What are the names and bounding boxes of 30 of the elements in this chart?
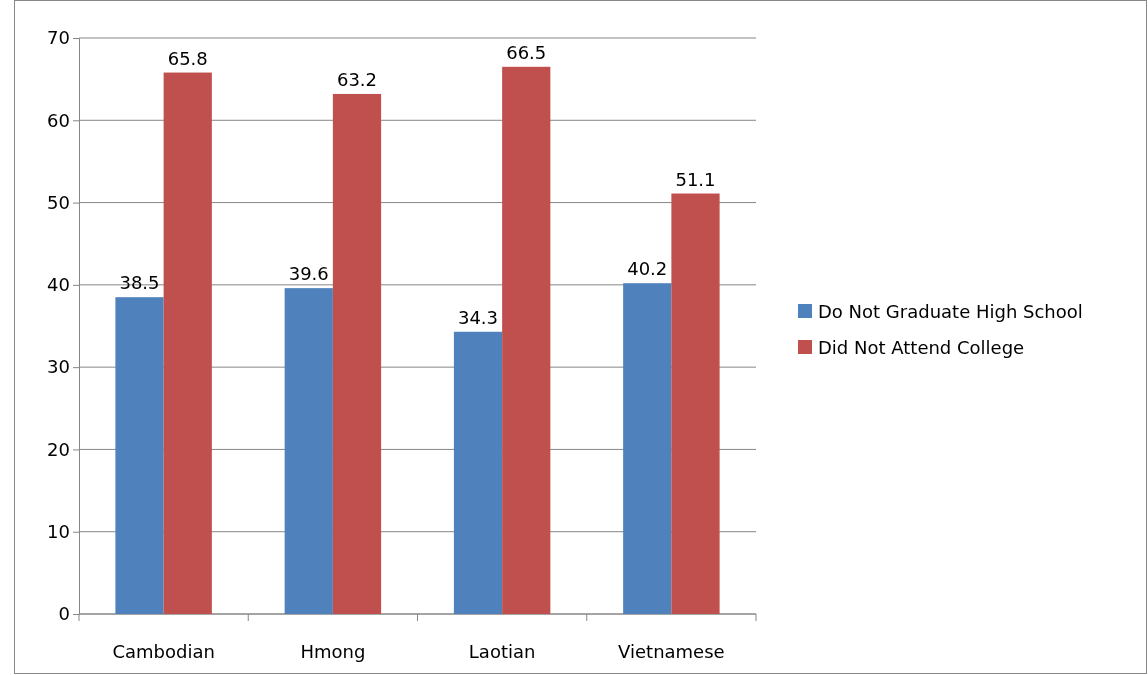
bar [163, 72, 212, 614]
data-label: 38.5 [119, 272, 160, 294]
data-label: 65.8 [167, 47, 208, 69]
bar [671, 193, 720, 614]
data-label: 34.3 [457, 306, 499, 328]
x-tick-label: Vietnamese [618, 641, 725, 662]
x-tick-label: Hmong [300, 641, 366, 662]
legend-label: Do Not Graduate High School [818, 301, 1083, 322]
legend-label: Did Not Attend College [818, 337, 1025, 358]
bar [115, 297, 164, 614]
bar [284, 288, 333, 614]
y-tick-label: 60 [47, 109, 70, 131]
bar [453, 331, 503, 614]
data-label: 51.1 [675, 168, 716, 190]
y-tick-label: 40 [47, 274, 70, 296]
data-label: 40.2 [627, 258, 668, 280]
y-tick-label: 30 [47, 356, 70, 378]
bar [332, 93, 382, 614]
x-tick-label: Laotian [468, 641, 536, 662]
y-tick-label: 0 [58, 603, 70, 625]
data-label: 39.6 [288, 263, 329, 285]
y-tick-label: 70 [47, 27, 70, 49]
data-label: 63.2 [336, 68, 378, 90]
y-tick-label: 20 [47, 438, 70, 460]
x-tick-label: Cambodian [112, 641, 215, 662]
y-tick-label: 10 [47, 520, 70, 542]
bar [623, 283, 672, 614]
bar [502, 66, 551, 614]
y-tick-label: 50 [47, 191, 70, 213]
data-label: 66.5 [506, 41, 547, 63]
